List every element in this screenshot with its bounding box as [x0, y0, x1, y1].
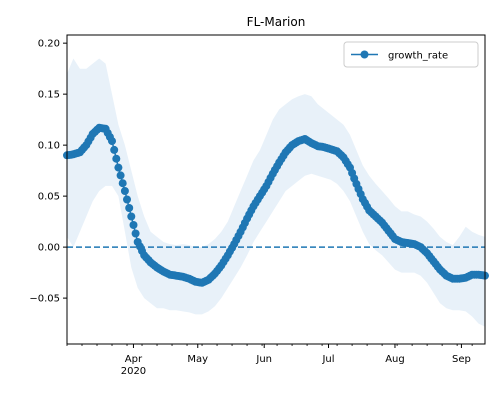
- x-tick-label: May: [187, 354, 208, 365]
- data-point: [112, 154, 121, 163]
- data-point: [127, 212, 136, 221]
- legend-box: [343, 41, 479, 68]
- data-point: [131, 229, 140, 238]
- confidence-band-layer: [67, 58, 485, 327]
- x-tick-label: Aug: [385, 354, 405, 365]
- y-tick-label: 0.10: [38, 141, 60, 152]
- y-tick-label: 0.00: [38, 243, 60, 254]
- data-point: [120, 187, 129, 195]
- y-tick-label: 0.05: [38, 192, 60, 203]
- data-point: [125, 204, 134, 212]
- legend-marker-swatch: [360, 50, 369, 59]
- series-layer: [63, 123, 489, 287]
- y-tick-label: 0.15: [38, 90, 60, 101]
- confidence-band: [67, 58, 485, 327]
- legend-label: growth_rate: [388, 51, 448, 62]
- y-axis: −0.05 0.00 0.05 0.10 0.15 0.20: [29, 39, 67, 305]
- x-tick-label: Jul: [321, 354, 334, 365]
- y-tick-label: 0.20: [38, 39, 60, 50]
- chart-title: FL-Marion: [247, 15, 306, 29]
- legend: growth_rate: [343, 41, 479, 68]
- x-tick-label: Sep: [452, 354, 471, 365]
- x-tick-label: Apr: [125, 354, 143, 365]
- x-tick-year-label: 2020: [121, 366, 146, 377]
- data-point: [123, 195, 131, 204]
- plot-frame: [66, 34, 486, 345]
- x-tick-label: Jun: [255, 354, 272, 365]
- data-point: [110, 145, 119, 154]
- data-point: [129, 221, 138, 229]
- data-point: [118, 179, 127, 188]
- data-point: [114, 163, 123, 172]
- data-point: [108, 137, 116, 146]
- y-tick-label: −0.05: [29, 294, 60, 305]
- data-point: [116, 171, 125, 180]
